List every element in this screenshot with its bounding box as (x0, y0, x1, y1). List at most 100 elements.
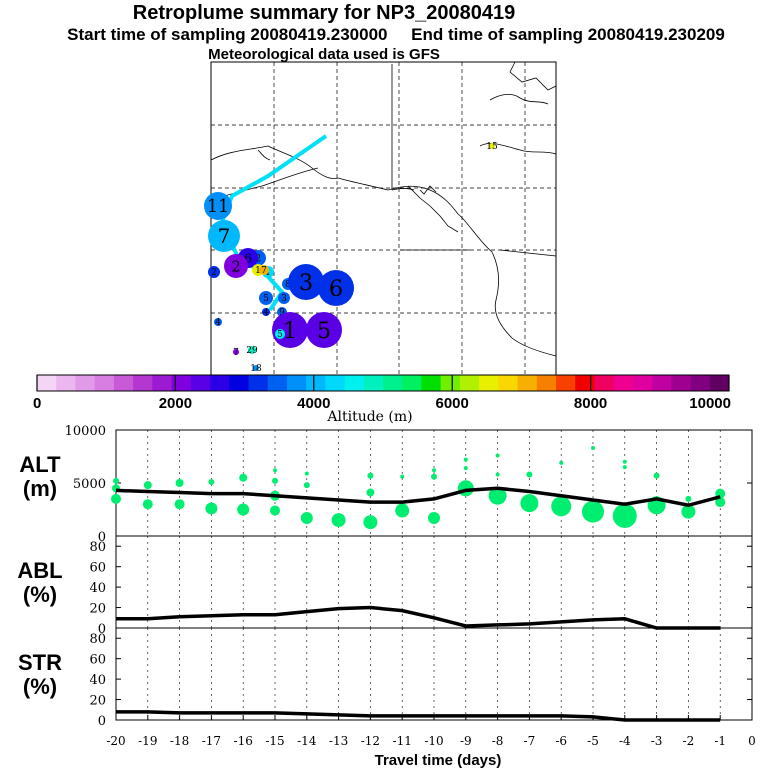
map-marker (288, 264, 324, 300)
panel-label-unit: (m) (23, 476, 57, 501)
map-marker-label: 2 (231, 257, 241, 275)
altitude-point (366, 488, 375, 497)
map-marker-label: 7 (233, 348, 239, 358)
x-tick-label: -11 (393, 734, 412, 748)
colorbar-swatch (363, 375, 384, 391)
y-tick-label: 40 (89, 581, 106, 596)
altitude-point (715, 497, 726, 508)
map-marker-label: 15 (486, 142, 498, 152)
altitude-point (237, 503, 250, 516)
map-marker-label: 5 (263, 294, 269, 304)
altitude-point (551, 496, 572, 517)
altitude-point (495, 472, 500, 477)
panel-label: STR (18, 650, 62, 675)
altitude-point (488, 486, 507, 505)
y-tick-label: 60 (89, 653, 106, 668)
altitude-point (591, 446, 595, 451)
colorbar-swatch (248, 375, 269, 391)
colorbar-swatch (671, 375, 692, 391)
altitude-point (428, 511, 440, 524)
colorbar-swatch (75, 375, 96, 391)
map-marker-label: 7 (261, 266, 267, 276)
map-marker-label: 6 (329, 276, 343, 302)
altitude-point (208, 478, 215, 485)
colorbar-tick-label: 0 (33, 395, 41, 412)
altitude-point (367, 472, 374, 479)
colorbar-swatch (267, 375, 288, 391)
colorbar-swatch (440, 375, 461, 391)
map-marker-label: 1 (255, 266, 261, 276)
altitude-point (432, 468, 436, 473)
x-tick-label: -9 (460, 734, 472, 748)
map-marker (253, 365, 259, 371)
map-marker-label: 9 (279, 308, 285, 318)
colorbar-tick-label: 4000 (297, 395, 330, 412)
colorbar-swatch (652, 375, 672, 391)
altitude-point (273, 468, 277, 473)
x-tick-label: -17 (202, 734, 221, 748)
x-tick-label: -18 (170, 734, 189, 748)
altitude-point (304, 471, 309, 476)
altitude-point (331, 513, 346, 528)
map-marker-label: 1 (283, 318, 297, 344)
map-graticule (211, 62, 556, 376)
map-marker-label: 5 (277, 330, 283, 340)
altitude-point (463, 457, 468, 462)
map-marker-label: 6 (244, 250, 252, 265)
altitude-point (582, 500, 604, 523)
map-marker (318, 270, 354, 306)
x-axis-label: Travel time (days) (375, 752, 502, 768)
altitude-point (174, 499, 185, 510)
y-tick-label: 5000 (73, 477, 106, 492)
colorbar-swatch (479, 375, 499, 391)
altitude-point (175, 479, 184, 487)
altitude-point (612, 503, 637, 528)
x-tick-label: -14 (297, 734, 317, 748)
met-data-line: Meteorological data used is GFS (208, 46, 440, 63)
altitude-point (463, 466, 468, 471)
map-marker (278, 292, 290, 304)
time-series-panels: 1000050000ALT(m)806040200ABL(%)806040200… (17, 424, 755, 748)
y-tick-label: 0 (98, 714, 106, 729)
altitude-point (685, 495, 692, 502)
colorbar-tick-label: 10000 (689, 395, 731, 412)
map-marker-label: 4 (263, 308, 269, 318)
map-marker-label: 2 (255, 254, 261, 265)
colorbar-swatch (133, 375, 153, 391)
altitude-point (300, 511, 313, 524)
y-tick-label: 10000 (65, 424, 106, 439)
map-marker (214, 318, 222, 326)
map-marker-label: 4 (215, 318, 221, 328)
colorbar-swatch (517, 375, 538, 391)
altitude-point (272, 477, 278, 484)
panel-label-unit: (%) (23, 582, 57, 607)
colorbar-swatch (37, 375, 57, 391)
x-tick-label: -3 (651, 734, 663, 748)
y-tick-label: 60 (89, 561, 106, 576)
colorbar-tick-label: 8000 (574, 395, 607, 412)
map-marker (233, 349, 239, 355)
altitude-point (143, 481, 152, 490)
series-line-str (116, 710, 721, 722)
x-tick-label: -12 (361, 734, 380, 748)
x-tick-label: -19 (138, 734, 157, 748)
map-markers: 15117226211783653496155472918 (204, 142, 498, 374)
sampling-times: Start time of sampling 20080419.230000 E… (67, 25, 725, 44)
altitude-point (395, 503, 410, 518)
map-marker (272, 312, 308, 348)
x-tick-label: -20 (106, 734, 125, 748)
map-marker (306, 312, 342, 348)
x-tick-label: -1 (714, 734, 726, 748)
colorbar-swatch (383, 375, 403, 391)
map-marker (208, 220, 240, 252)
x-tick-label: -6 (555, 734, 567, 748)
map-marker (208, 266, 220, 278)
chart-title: Retroplume summary for NP3_20080419 (132, 2, 516, 24)
y-tick-label: 40 (89, 673, 106, 688)
colorbar-swatch (632, 375, 653, 391)
altitude-colorbar: 0 2000 4000 6000 8000 10000 (33, 374, 731, 412)
map-marker (204, 192, 232, 220)
colorbar-swatch (56, 375, 76, 391)
map-panel: 15117226211783653496155472918 (204, 61, 557, 377)
